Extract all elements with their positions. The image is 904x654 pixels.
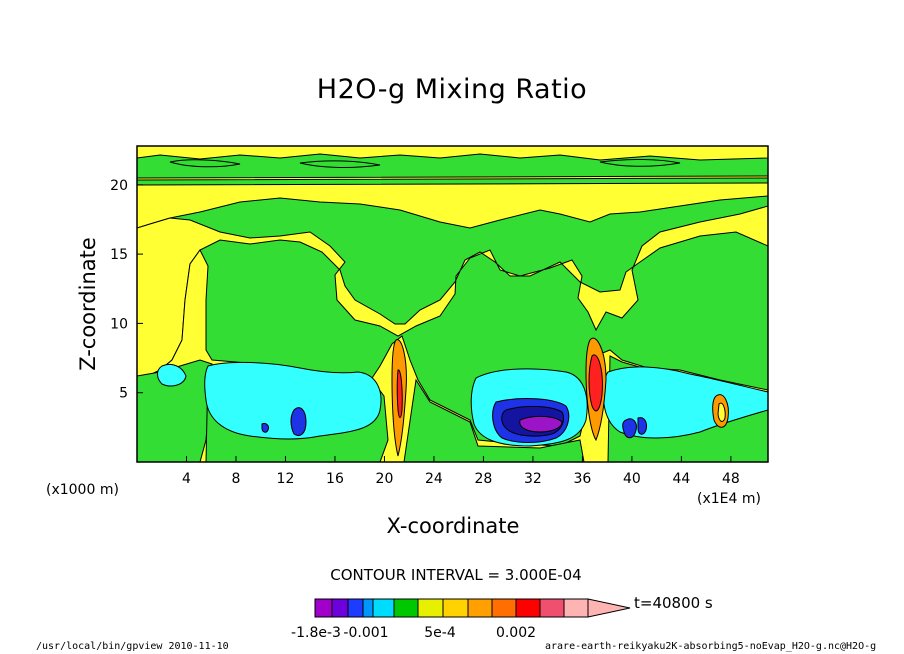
colorbar-cell — [467, 598, 493, 618]
x-axis-label: X-coordinate — [386, 514, 520, 538]
chart-title: H2O-g Mixing Ratio — [316, 74, 588, 105]
x-tick-label: 44 — [672, 471, 690, 487]
x-units-right: (x1E4 m) — [697, 491, 761, 507]
cyan-cell-left — [204, 361, 382, 440]
colorbar-cell — [563, 598, 589, 618]
contour-fields — [137, 146, 768, 462]
x-tick-label: 40 — [623, 471, 641, 487]
cyan-cell-left-small — [157, 363, 187, 387]
y-tick-label: 5 — [119, 386, 128, 402]
x-units-left: (x1000 m) — [46, 482, 119, 498]
contour-interval-text: CONTOUR INTERVAL = 3.000E-04 — [330, 566, 582, 584]
x-tick-label: 12 — [277, 471, 295, 487]
blue-core-left — [290, 407, 307, 436]
colorbar-cell — [539, 598, 565, 618]
y-tick-label: 10 — [110, 316, 128, 332]
upper-yellow-layer — [137, 146, 768, 161]
colorbar-cell — [417, 598, 444, 618]
colorbar-cell — [362, 598, 374, 618]
middle-yellow-layer — [137, 175, 768, 229]
colorbar-arrow — [587, 598, 631, 618]
purple-core-center — [519, 415, 563, 433]
plot-frame — [136, 145, 769, 463]
x-tick-label: 16 — [326, 471, 344, 487]
blue-core-right-b — [637, 417, 647, 435]
central-green-low — [403, 378, 585, 462]
x-tick-label: 48 — [722, 471, 740, 487]
thin-green-band — [137, 177, 768, 186]
colorbar-cell — [515, 598, 541, 618]
colorbar-cell — [372, 598, 395, 618]
colorbar-label: 5e-4 — [424, 625, 456, 641]
green-cell-a — [169, 159, 241, 168]
x-tick-label: 24 — [425, 471, 443, 487]
green-cell-c — [599, 158, 681, 167]
colorbar-cell — [314, 598, 333, 618]
y-axis-label: Z-coordinate — [76, 237, 100, 371]
x-tick-label: 28 — [475, 471, 493, 487]
y-tick-label: 20 — [110, 178, 128, 194]
time-text: t=40800 s — [634, 594, 713, 612]
x-tick-label: 36 — [573, 471, 591, 487]
x-tick-label: 20 — [376, 471, 394, 487]
colorbar-label: 0.002 — [496, 625, 536, 641]
colorbar-label: -1.8e-3 — [291, 625, 341, 641]
colorbar-cell — [442, 598, 469, 618]
colorbar-cell — [393, 598, 419, 618]
x-tick-label: 32 — [524, 471, 542, 487]
blue-core-right-a — [622, 418, 637, 439]
colorbar-cell — [491, 598, 517, 618]
y-tick-label: 15 — [110, 247, 128, 263]
green-cell-b — [299, 160, 381, 168]
colorbar-label: -0.001 — [343, 625, 388, 641]
colorbar-cell — [347, 598, 364, 618]
updraft-red-right — [588, 354, 603, 412]
footer-left: /usr/local/bin/gpview 2010-11-10 — [36, 641, 229, 652]
x-tick-label: 4 — [182, 471, 191, 487]
x-tick-label: 8 — [232, 471, 241, 487]
footer-right: arare-earth-reikyaku2K-absorbing5-noEvap… — [545, 641, 877, 652]
colorbar-cell — [331, 598, 349, 618]
updraft-red-left — [396, 369, 403, 418]
yellow-spot-right — [717, 402, 726, 422]
blue-dot-left — [261, 423, 269, 433]
upper-plume-yellow — [137, 205, 768, 377]
